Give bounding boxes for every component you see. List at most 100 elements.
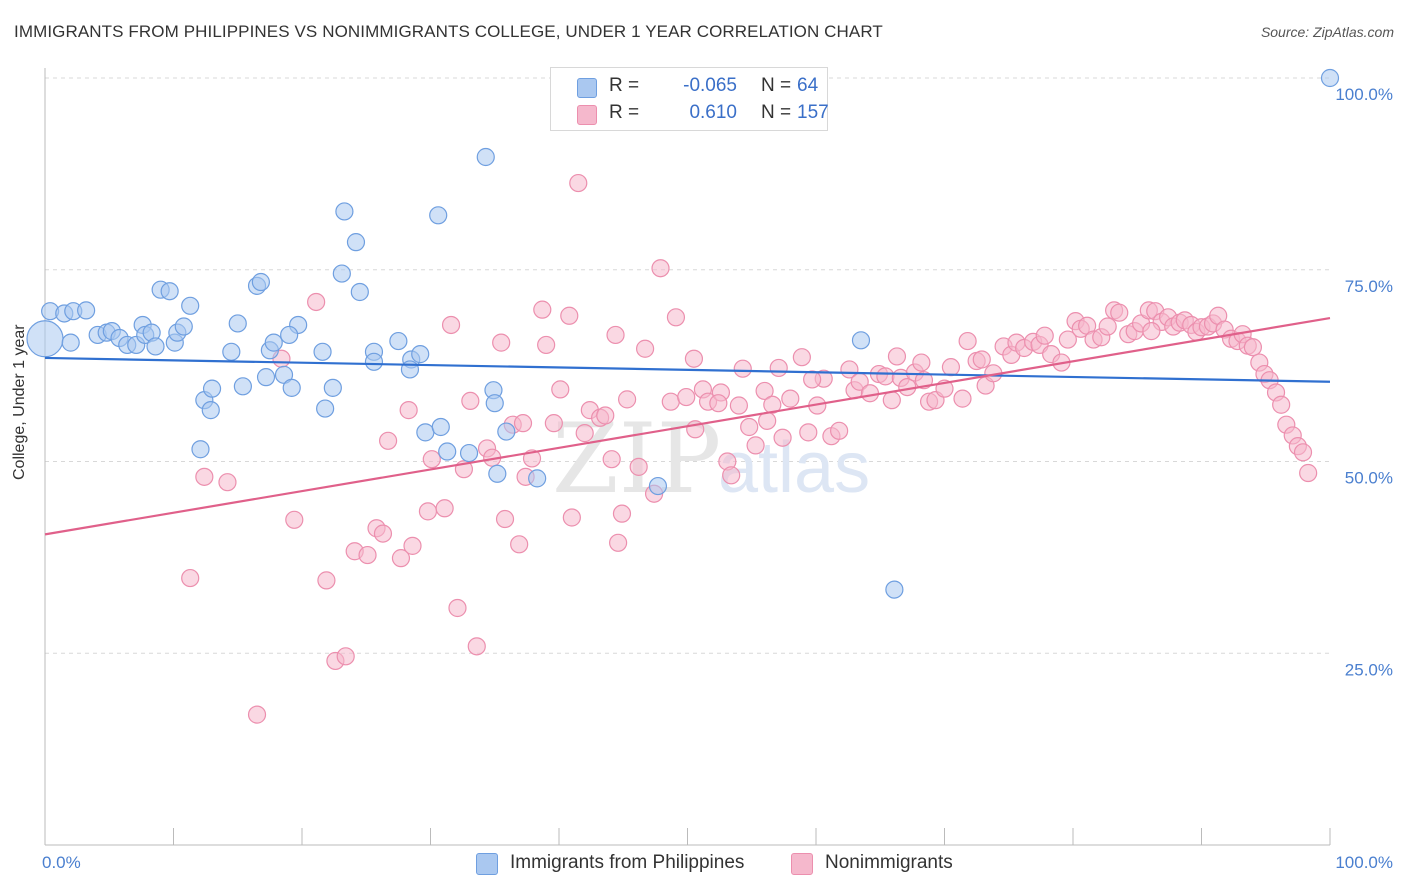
point-nonimmigrants — [602, 450, 621, 469]
point-philippines — [160, 282, 179, 301]
point-nonimmigrants — [575, 424, 594, 443]
point-nonimmigrants — [612, 504, 632, 523]
point-nonimmigrants — [733, 359, 752, 378]
point-nonimmigrants — [763, 395, 782, 414]
point-philippines — [528, 469, 547, 488]
point-philippines — [264, 333, 283, 352]
point-philippines — [202, 379, 222, 398]
point-nonimmigrants — [510, 535, 529, 554]
source-label: Source: ZipAtlas.com — [1260, 24, 1394, 40]
point-nonimmigrants — [729, 396, 749, 415]
point-philippines — [228, 314, 247, 333]
point-philippines — [222, 342, 241, 361]
point-nonimmigrants — [1299, 463, 1318, 483]
point-philippines — [416, 423, 435, 442]
point-philippines — [61, 333, 80, 352]
point-nonimmigrants — [618, 390, 637, 409]
point-nonimmigrants — [651, 259, 670, 278]
y-tick-label: 100.0% — [1335, 85, 1393, 104]
point-philippines — [648, 476, 668, 496]
point-nonimmigrants — [418, 502, 438, 521]
point-nonimmigrants — [422, 450, 441, 469]
x-tick-label-max: 100.0% — [1335, 853, 1393, 872]
point-philippines — [313, 342, 332, 361]
point-philippines — [497, 422, 516, 441]
point-nonimmigrants — [391, 549, 411, 568]
point-nonimmigrants — [876, 367, 895, 386]
point-nonimmigrants — [378, 431, 398, 450]
point-nonimmigrants — [441, 315, 461, 335]
watermark-atlas: atlas — [718, 428, 870, 508]
point-nonimmigrants — [781, 389, 800, 408]
point-nonimmigrants — [912, 353, 931, 372]
point-nonimmigrants — [860, 384, 880, 403]
point-nonimmigrants — [195, 467, 214, 486]
point-nonimmigrants — [533, 300, 552, 319]
axes — [44, 68, 1330, 846]
point-nonimmigrants — [609, 533, 628, 552]
y-tick-label: 75.0% — [1345, 277, 1393, 296]
point-philippines — [191, 440, 210, 459]
y-tick-label: 25.0% — [1345, 660, 1393, 679]
legend-r-label: R = — [609, 102, 640, 123]
point-philippines — [389, 331, 408, 351]
point-philippines — [438, 442, 457, 461]
legend-n-value: 64 — [797, 75, 819, 96]
legend-r-value: 0.610 — [689, 102, 737, 123]
point-philippines — [411, 345, 430, 364]
legend-swatch-pink — [577, 105, 597, 125]
legend-r-label: R = — [609, 75, 640, 96]
point-nonimmigrants — [467, 637, 486, 656]
point-philippines — [851, 331, 871, 350]
trend-lines — [44, 316, 1331, 536]
point-nonimmigrants — [746, 436, 765, 455]
trend-line-philippines — [44, 356, 1331, 383]
legend-n-value: 157 — [797, 102, 829, 123]
point-philippines — [1320, 68, 1340, 88]
point-nonimmigrants — [513, 414, 533, 433]
point-philippines — [488, 464, 507, 483]
point-philippines — [77, 301, 96, 320]
point-philippines — [282, 378, 301, 397]
point-nonimmigrants — [661, 392, 680, 411]
point-philippines — [335, 202, 354, 221]
point-nonimmigrants — [495, 509, 515, 529]
point-philippines — [429, 206, 448, 225]
watermark: ZIP atlas — [552, 403, 870, 515]
point-philippines — [316, 399, 335, 418]
y-axis-label-wrap: College, Under 1 year — [10, 324, 30, 480]
point-nonimmigrants — [972, 350, 991, 369]
point-nonimmigrants — [677, 387, 696, 407]
point-nonimmigrants — [606, 325, 625, 345]
point-nonimmigrants — [551, 380, 570, 399]
x-tick-label-min: 0.0% — [42, 853, 81, 872]
legend-label-philippines: Immigrants from Philippines — [510, 852, 745, 873]
data-points — [26, 68, 1340, 724]
point-nonimmigrants — [317, 571, 336, 590]
point-nonimmigrants — [914, 371, 934, 390]
point-philippines — [146, 337, 165, 356]
point-philippines — [26, 320, 64, 358]
point-nonimmigrants — [461, 391, 480, 411]
point-nonimmigrants — [403, 536, 422, 555]
point-nonimmigrants — [882, 391, 901, 410]
point-nonimmigrants — [569, 173, 588, 193]
point-nonimmigrants — [830, 421, 849, 440]
point-nonimmigrants — [596, 406, 615, 425]
point-nonimmigrants — [666, 308, 686, 327]
point-philippines — [431, 417, 450, 437]
point-nonimmigrants — [358, 545, 377, 565]
point-nonimmigrants — [1293, 443, 1313, 462]
point-nonimmigrants — [1098, 317, 1117, 336]
legend-swatch-philippines — [476, 853, 498, 875]
point-philippines — [256, 368, 276, 387]
correlation-legend: R = -0.065 N = 64 R = 0.610 N = 157 — [550, 67, 829, 131]
point-philippines — [346, 233, 366, 252]
point-philippines — [233, 377, 252, 396]
point-nonimmigrants — [792, 348, 811, 367]
point-nonimmigrants — [492, 333, 511, 352]
point-nonimmigrants — [635, 339, 655, 358]
point-nonimmigrants — [887, 347, 907, 366]
point-nonimmigrants — [953, 389, 972, 408]
point-philippines — [332, 264, 351, 283]
